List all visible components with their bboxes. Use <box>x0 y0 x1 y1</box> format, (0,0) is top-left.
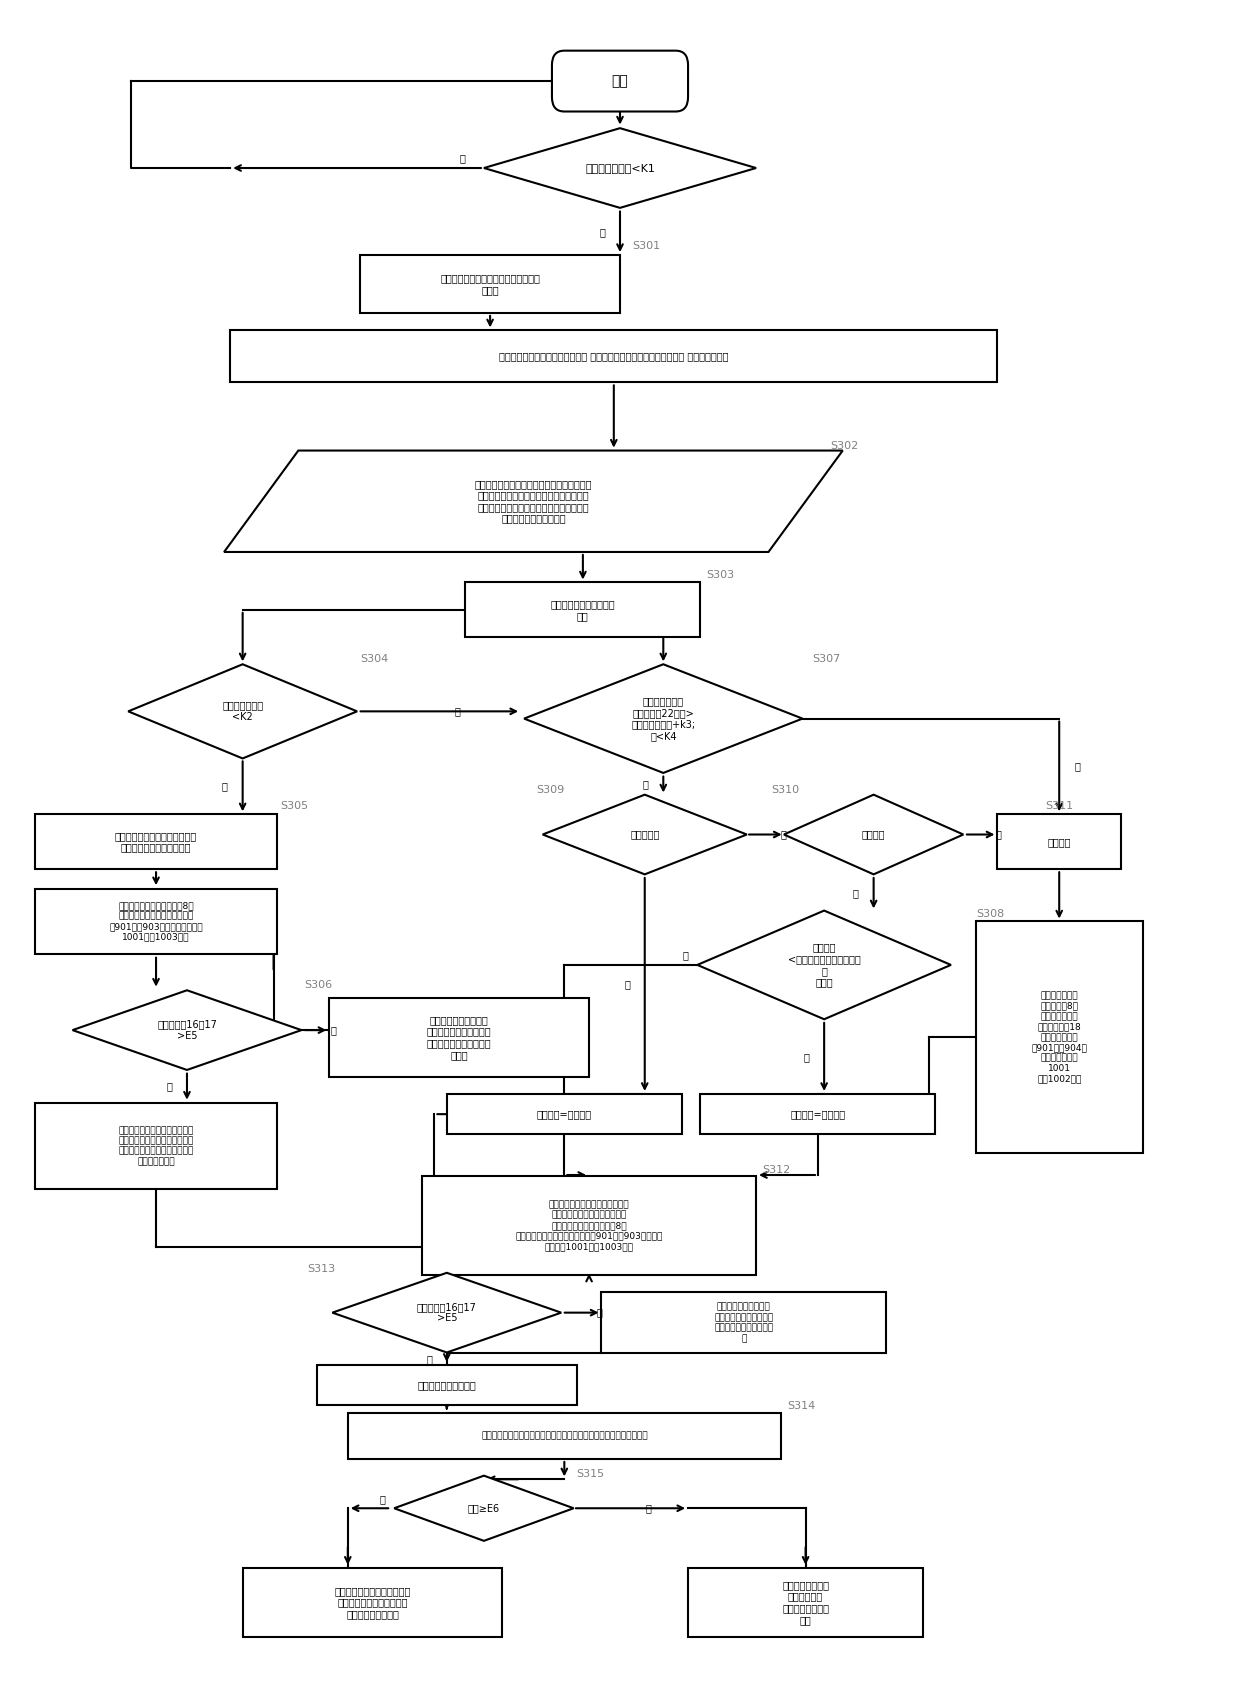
Text: 电池包最低温度<K1: 电池包最低温度<K1 <box>585 163 655 173</box>
Text: 电池包最低温度
<K2: 电池包最低温度 <K2 <box>222 701 263 722</box>
Polygon shape <box>484 127 756 207</box>
Text: 热管理控制器命令辅助加热装置
工作，并输出加热功率需求: 热管理控制器命令辅助加热装置 工作，并输出加热功率需求 <box>115 830 197 852</box>
Text: 否: 否 <box>454 706 460 717</box>
Text: 电池管理控制器实时发出电池最低温度、电池最高温度、电池平均温度: 电池管理控制器实时发出电池最低温度、电池最高温度、电池平均温度 <box>481 1431 647 1440</box>
Text: S303: S303 <box>707 569 735 579</box>
Polygon shape <box>332 1274 562 1353</box>
Text: 开始: 开始 <box>611 75 629 88</box>
Text: 非充电状态: 非充电状态 <box>630 830 660 839</box>
Text: 否: 否 <box>682 951 688 961</box>
Bar <box>601 1292 887 1353</box>
Text: 加热功率=需求功率: 加热功率=需求功率 <box>537 1109 591 1119</box>
Bar <box>317 1365 577 1406</box>
Text: S305: S305 <box>280 801 308 812</box>
Bar <box>465 582 701 637</box>
Polygon shape <box>224 450 843 552</box>
Bar <box>360 255 620 312</box>
Bar <box>330 997 589 1077</box>
Text: 是: 是 <box>1074 761 1080 771</box>
Polygon shape <box>543 795 746 874</box>
FancyBboxPatch shape <box>552 51 688 112</box>
Text: 否: 否 <box>996 830 1002 839</box>
Text: 热管理控制器控制
加热水泵正转
水泵功率为、参照
功率: 热管理控制器控制 加热水泵正转 水泵功率为、参照 功率 <box>782 1581 830 1625</box>
Polygon shape <box>525 664 802 773</box>
Text: 热管理控制器计算出加热
功率: 热管理控制器计算出加热 功率 <box>551 599 615 621</box>
Text: 否: 否 <box>166 1082 172 1092</box>
Text: S307: S307 <box>812 654 839 664</box>
Text: 温差≥E6: 温差≥E6 <box>467 1503 500 1513</box>
Polygon shape <box>784 795 963 874</box>
Text: 交流慢充: 交流慢充 <box>862 830 885 839</box>
Text: 否: 否 <box>460 153 465 163</box>
Text: 温度传感器16或17
>E5: 温度传感器16或17 >E5 <box>417 1302 476 1323</box>
Text: S306: S306 <box>305 980 332 990</box>
Text: 加热功率为，参照功率: 加热功率为，参照功率 <box>418 1380 476 1391</box>
Text: S315: S315 <box>577 1469 605 1479</box>
Text: 电池管理控制器采集各个电池的温度传感器信
号，然后记电池包最高温度、电池包最低温
度、电池包平均温度及计算出的电池需求热
量，发送给热管理控制器: 电池管理控制器采集各个电池的温度传感器信 号，然后记电池包最高温度、电池包最低温… <box>475 479 593 523</box>
Text: 热管理控制器命令辅助加热装置工
作，并将加热功率参数发送至电
加热块；同时控制加热水泵8按
一定的转速正向运转，四通阀的口901与口903导通、三
通阀的口10: 热管理控制器命令辅助加热装置工 作，并将加热功率参数发送至电 加热块；同时控制加… <box>516 1200 662 1251</box>
Bar <box>446 1094 682 1134</box>
Text: 是: 是 <box>624 980 630 990</box>
Text: 否: 否 <box>780 830 786 839</box>
Text: S304: S304 <box>360 654 388 664</box>
Text: 热管理控制器控制加热水泵8按
一定的转速正向运转，四通阀的
口901与口903导通、三通阀的口
1001与口1003导通: 热管理控制器控制加热水泵8按 一定的转速正向运转，四通阀的 口901与口903导… <box>109 902 203 942</box>
Text: 否: 否 <box>427 1353 432 1363</box>
Polygon shape <box>394 1476 574 1540</box>
Text: S308: S308 <box>976 908 1004 919</box>
Text: 否: 否 <box>645 1503 651 1513</box>
Text: 直流快充: 直流快充 <box>1048 837 1071 847</box>
Text: S314: S314 <box>787 1401 815 1411</box>
Bar <box>36 815 277 869</box>
Bar <box>976 922 1143 1153</box>
Text: 备充功率
<车载充电机控制器发出的
可
用功率: 备充功率 <车载充电机控制器发出的 可 用功率 <box>787 942 861 987</box>
Text: S312: S312 <box>763 1165 791 1175</box>
Text: S301: S301 <box>632 241 661 251</box>
Text: S309: S309 <box>536 786 564 795</box>
Bar <box>231 331 997 382</box>
Text: 温度传感器16或17
>E5: 温度传感器16或17 >E5 <box>157 1019 217 1041</box>
Text: 电池管理控制器实时采集并计算
出电池包最高温度、电池包最低
温度、电池包平均温度、加热功
率为、参照功率: 电池管理控制器实时采集并计算 出电池包最高温度、电池包最低 温度、电池包平均温度… <box>118 1126 193 1167</box>
Text: 电池管理控制器发出加热请求，给整车
控制器: 电池管理控制器发出加热请求，给整车 控制器 <box>440 273 541 295</box>
Text: 热管理控制器控
制加热水泵8按
一定的转速正向
运转，热水泵18
停转，四通阀的
口901与口904导
通、三通阀的口
1001
与口1002导通: 热管理控制器控 制加热水泵8按 一定的转速正向 运转，热水泵18 停转，四通阀的… <box>1032 992 1087 1083</box>
Text: 说明加热温度过高，热
管理控制器输出给辅助加
热装置的加热功率需求，
降功率: 说明加热温度过高，热 管理控制器输出给辅助加 热装置的加热功率需求， 降功率 <box>427 1015 491 1060</box>
Text: S302: S302 <box>831 440 858 450</box>
Text: S311: S311 <box>1045 801 1074 812</box>
Bar <box>347 1413 781 1459</box>
Text: 热管理控制器控制加热水泵反
转并调速、加热功率动态降
低、加热液反向流动: 热管理控制器控制加热水泵反 转并调速、加热功率动态降 低、加热液反向流动 <box>335 1586 410 1618</box>
Text: 余热回收模块的
温度传感器22温度>
电池包平均温度+k3;
且<K4: 余热回收模块的 温度传感器22温度> 电池包平均温度+k3; 且<K4 <box>631 696 696 740</box>
Bar <box>997 815 1121 869</box>
Bar <box>701 1094 935 1134</box>
Polygon shape <box>128 664 357 759</box>
Polygon shape <box>72 990 301 1070</box>
Text: 是: 是 <box>599 228 605 236</box>
Polygon shape <box>697 910 951 1019</box>
Bar <box>422 1177 756 1275</box>
Text: S310: S310 <box>771 786 800 795</box>
Bar <box>36 1102 277 1190</box>
Bar <box>36 888 277 954</box>
Bar <box>243 1567 502 1637</box>
Text: 是: 是 <box>853 888 859 898</box>
Text: 是: 是 <box>222 781 228 791</box>
Text: 否: 否 <box>642 779 649 790</box>
Bar <box>688 1567 923 1637</box>
Text: 说明加热温度过高，热
管理控制器输出给电加热
块的加热功率需求，降功
率: 说明加热温度过高，热 管理控制器输出给电加热 块的加热功率需求，降功 率 <box>714 1302 774 1343</box>
Text: 是: 是 <box>596 1307 603 1318</box>
Text: 加热功率=可用功率: 加热功率=可用功率 <box>790 1109 846 1119</box>
Text: 是: 是 <box>331 1026 336 1036</box>
Text: S313: S313 <box>308 1263 336 1274</box>
Text: 是: 是 <box>804 1053 810 1061</box>
Text: 是: 是 <box>379 1494 384 1504</box>
Text: 整车控制器评估整车状态后，良好 则命令热管理控制器执行加热；异常 则拒绝加热请求: 整车控制器评估整车状态后，良好 则命令热管理控制器执行加热；异常 则拒绝加热请求 <box>498 351 729 362</box>
